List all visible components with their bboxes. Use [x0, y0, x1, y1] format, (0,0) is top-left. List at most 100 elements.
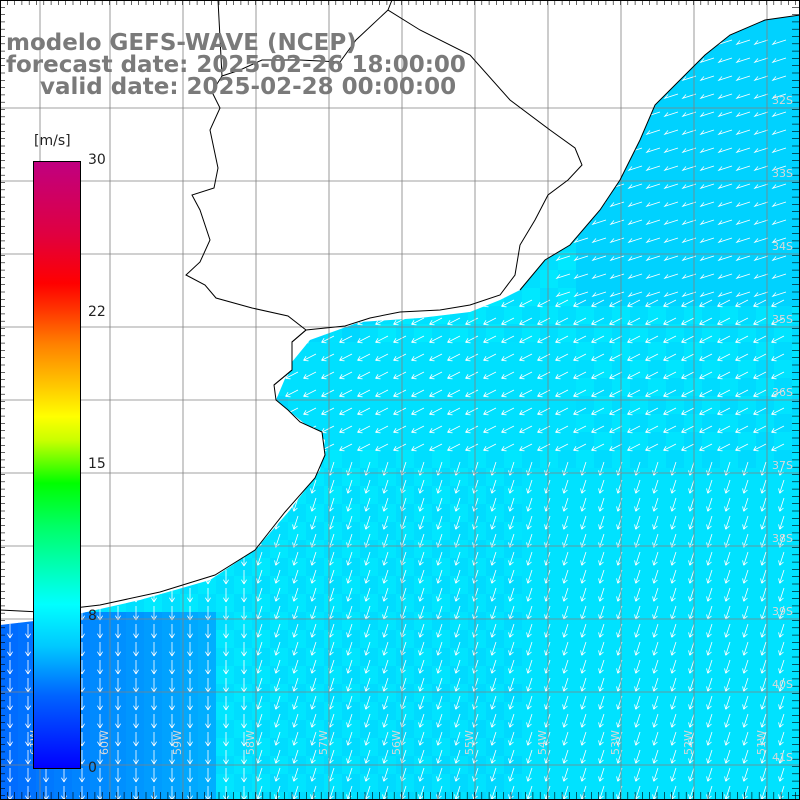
field-cell — [18, 684, 37, 703]
wind-arrow — [609, 299, 623, 308]
field-cell — [306, 576, 325, 595]
field-cell — [432, 540, 451, 559]
field-cell — [558, 270, 577, 289]
field-cell — [648, 432, 667, 451]
wind-arrow — [735, 425, 749, 434]
field-cell — [702, 180, 721, 199]
wind-arrow — [223, 714, 229, 729]
wind-arrow — [573, 371, 587, 380]
wind-arrow — [652, 479, 659, 494]
field-cell — [486, 720, 505, 739]
field-cell — [576, 342, 595, 361]
field-cell — [702, 468, 721, 487]
field-cell — [288, 540, 307, 559]
field-cell — [162, 684, 181, 703]
field-cell — [342, 396, 361, 415]
field-cell — [720, 558, 739, 577]
field-cell — [630, 288, 649, 307]
wind-arrow — [501, 443, 515, 452]
wind-arrow — [429, 335, 443, 344]
field-cell — [630, 612, 649, 631]
wind-arrow — [490, 677, 497, 692]
wind-arrow — [670, 497, 677, 512]
field-cell — [378, 540, 397, 559]
wind-arrow — [735, 335, 749, 344]
field-cell — [774, 108, 793, 127]
field-cell — [558, 576, 577, 595]
wind-arrow — [706, 713, 713, 728]
field-cell — [486, 594, 505, 613]
field-cell — [792, 198, 800, 217]
field-cell — [342, 540, 361, 559]
wind-arrow — [454, 551, 461, 566]
field-cell — [342, 504, 361, 523]
field-cell — [396, 432, 415, 451]
wind-arrow — [454, 677, 461, 692]
field-cell — [378, 648, 397, 667]
field-cell — [504, 468, 523, 487]
wind-arrow — [292, 515, 299, 530]
field-cell — [504, 576, 523, 595]
field-cell — [666, 144, 685, 163]
field-cell — [702, 630, 721, 649]
field-cell — [504, 324, 523, 343]
field-cell — [252, 684, 271, 703]
wind-arrow — [454, 641, 461, 656]
wind-arrow — [346, 659, 353, 674]
field-cell — [558, 360, 577, 379]
field-cell — [684, 774, 703, 793]
field-cell — [738, 306, 757, 325]
field-cell — [702, 432, 721, 451]
wind-arrow — [187, 642, 193, 657]
field-cell — [630, 504, 649, 523]
field-cell — [288, 774, 307, 793]
field-cell — [666, 666, 685, 685]
field-cell — [684, 702, 703, 721]
field-cell — [630, 252, 649, 271]
wind-arrow — [580, 713, 587, 728]
wind-arrow — [97, 714, 103, 729]
wind-arrow — [508, 623, 515, 638]
wind-arrow — [634, 551, 641, 566]
field-cell — [468, 360, 487, 379]
field-cell — [378, 414, 397, 433]
field-cell — [126, 792, 145, 800]
wind-arrow — [223, 750, 229, 765]
wind-arrow — [454, 623, 461, 638]
wind-arrow — [526, 623, 533, 638]
wind-arrow — [418, 713, 425, 728]
field-cell — [324, 684, 343, 703]
field-cell — [450, 450, 469, 469]
wind-arrow — [472, 659, 479, 674]
wind-arrow — [735, 443, 749, 452]
wind-arrow — [501, 371, 515, 380]
field-cell — [396, 450, 415, 469]
field-cell — [666, 270, 685, 289]
field-cell — [486, 612, 505, 631]
wind-arrow — [508, 659, 515, 674]
field-cell — [108, 720, 127, 739]
wind-arrow — [717, 353, 731, 362]
wind-arrow — [634, 641, 641, 656]
field-cell — [342, 720, 361, 739]
field-cell — [486, 306, 505, 325]
colorbar-tick-0: 0 — [88, 760, 97, 776]
field-cell — [540, 612, 559, 631]
wind-arrow — [591, 425, 605, 434]
field-cell — [468, 630, 487, 649]
field-cell — [720, 540, 739, 559]
wind-arrow — [735, 317, 749, 326]
field-cell — [414, 396, 433, 415]
wind-arrow — [580, 479, 587, 494]
field-cell — [450, 648, 469, 667]
wind-arrow — [778, 587, 785, 602]
wind-arrow — [663, 389, 677, 398]
field-cell — [648, 234, 667, 253]
field-cell — [738, 378, 757, 397]
wind-arrow — [483, 407, 497, 416]
field-cell — [342, 576, 361, 595]
field-cell — [666, 180, 685, 199]
field-cell — [774, 432, 793, 451]
wind-arrow — [418, 641, 425, 656]
wind-arrow — [735, 371, 749, 380]
